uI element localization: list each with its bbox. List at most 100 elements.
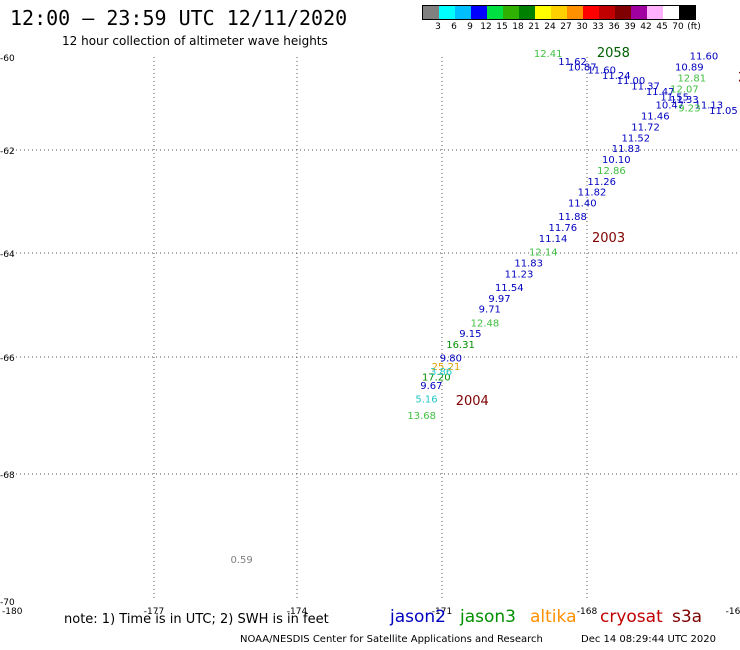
scale-label: (ft)	[687, 22, 701, 32]
track-time-label: 20	[738, 70, 740, 85]
scale-swatch	[503, 6, 519, 19]
wave-height-label: 11.23	[505, 269, 534, 280]
wave-height-label: 11.54	[495, 283, 524, 294]
track-time-label: 2058	[597, 46, 630, 61]
lat-tick-label: -70	[0, 598, 15, 608]
wave-height-label: 11.60	[690, 52, 719, 63]
lat-tick-label: -66	[0, 354, 15, 364]
scale-label: 70	[672, 22, 684, 32]
wave-height-label: 11.37	[631, 82, 660, 93]
track-time-label: 2004	[456, 394, 489, 409]
wave-height-label: 11.33	[670, 95, 699, 106]
wave-height-label: 11.83	[612, 144, 641, 155]
wave-height-label: 9.23	[678, 103, 700, 114]
wave-height-label: 12.81	[677, 73, 706, 84]
scale-label: 21	[528, 22, 540, 32]
scale-swatch	[567, 6, 583, 19]
color-scale: 3 6 9 12 15 18 21 24 27 30 33 36 39 42 45 70 (ft)	[422, 5, 701, 34]
wave-height-label: 11.26	[587, 177, 616, 188]
wave-height-label: 12.48	[471, 318, 500, 329]
scale-swatch	[471, 6, 487, 19]
wave-height-label: 11.05	[709, 106, 738, 117]
scale-swatch	[679, 6, 695, 19]
scale-swatch	[535, 6, 551, 19]
lon-tick-label: -16	[726, 607, 740, 617]
wave-height-label: 3.86	[430, 367, 452, 378]
wave-height-label: 13.68	[407, 411, 436, 422]
color-scale-labels: 3 6 9 12 15 18 21 24 27 30 33 36 39 42 45 70 (ft)	[422, 20, 701, 34]
wave-height-label: 11.62	[558, 57, 587, 68]
scale-swatch	[455, 6, 471, 19]
scale-label: 3	[435, 22, 441, 32]
lat-tick-label: -68	[0, 471, 15, 481]
scale-label: 36	[608, 22, 620, 32]
scale-label: 15	[496, 22, 508, 32]
scale-swatch	[423, 6, 439, 19]
wave-height-label: 9.71	[479, 305, 501, 316]
wave-height-label: 9.67	[420, 381, 442, 392]
lon-tick-label: -180	[2, 607, 23, 617]
page-subtitle: 12 hour collection of altimeter wave hei…	[62, 34, 328, 48]
wave-height-label: 10.89	[675, 63, 704, 74]
lon-tick-label: -168	[577, 607, 598, 617]
scale-swatch	[583, 6, 599, 19]
wave-height-label: 11.46	[641, 112, 670, 123]
wave-height-label: 11.76	[548, 223, 577, 234]
wave-height-label: 9.15	[459, 329, 481, 340]
credit-line: NOAA/NESDIS Center for Satellite Applica…	[240, 634, 543, 645]
color-scale-swatches	[422, 5, 696, 20]
wave-height-label: 25.21	[432, 362, 461, 373]
wave-height-label: 11.47	[646, 87, 675, 98]
page-title: 12:00 — 23:59 UTC 12/11/2020	[10, 6, 348, 30]
wave-height-label: 10.87	[568, 63, 597, 74]
wave-height-label: 12.41	[534, 49, 563, 60]
scale-swatch	[647, 6, 663, 19]
wave-height-label: 11.40	[568, 199, 597, 210]
scale-label: 33	[592, 22, 604, 32]
scale-swatch	[439, 6, 455, 19]
legend-cryosat: cryosat	[600, 607, 663, 627]
legend-s3a: s3a	[672, 607, 703, 627]
legend-jason3: jason3	[460, 607, 516, 627]
wave-height-label: 0.59	[230, 555, 252, 566]
wave-height-label: 16.31	[446, 340, 475, 351]
lon-tick-label: -174	[287, 607, 308, 617]
wave-height-label: 11.24	[602, 71, 631, 82]
scale-label: 18	[512, 22, 524, 32]
wave-height-label: 11.55	[660, 93, 689, 104]
scale-label: 27	[560, 22, 572, 32]
scale-label: 45	[656, 22, 668, 32]
wave-height-label: 11.14	[539, 234, 568, 245]
wave-height-label: 11.13	[694, 101, 723, 112]
scale-label: 12	[480, 22, 492, 32]
scale-label: 42	[640, 22, 652, 32]
footnote: note: 1) Time is in UTC; 2) SWH is in fe…	[64, 612, 329, 627]
scale-swatch	[551, 6, 567, 19]
lon-tick-label: -171	[432, 607, 452, 617]
legend-jason2: jason2	[390, 607, 446, 627]
wave-height-label: 12.14	[529, 248, 558, 259]
wave-height-label: 11.60	[587, 65, 616, 76]
scale-label: 39	[624, 22, 636, 32]
wave-height-label: 11.00	[617, 76, 646, 87]
lat-tick-label: -62	[0, 147, 15, 157]
wave-height-label: 11.72	[631, 122, 660, 133]
scale-swatch	[487, 6, 503, 19]
wave-height-label: 9.80	[440, 354, 462, 365]
scale-swatch	[519, 6, 535, 19]
wave-height-label: 17.20	[422, 373, 451, 384]
wave-height-label: 11.82	[578, 188, 607, 199]
wave-height-label: 11.52	[621, 133, 650, 144]
scale-swatch	[663, 6, 679, 19]
scale-swatch	[615, 6, 631, 19]
scale-swatch	[599, 6, 615, 19]
wave-height-label: 10.10	[602, 155, 631, 166]
scale-label: 6	[451, 22, 457, 32]
wave-height-label: 11.83	[514, 258, 543, 269]
wave-height-label: 5.16	[415, 394, 437, 405]
legend-altika: altika	[530, 607, 577, 627]
wave-height-label: 12.07	[670, 84, 699, 95]
generated-timestamp: Dec 14 08:29:44 UTC 2020	[581, 634, 716, 645]
wave-height-label: 9.97	[488, 294, 510, 305]
